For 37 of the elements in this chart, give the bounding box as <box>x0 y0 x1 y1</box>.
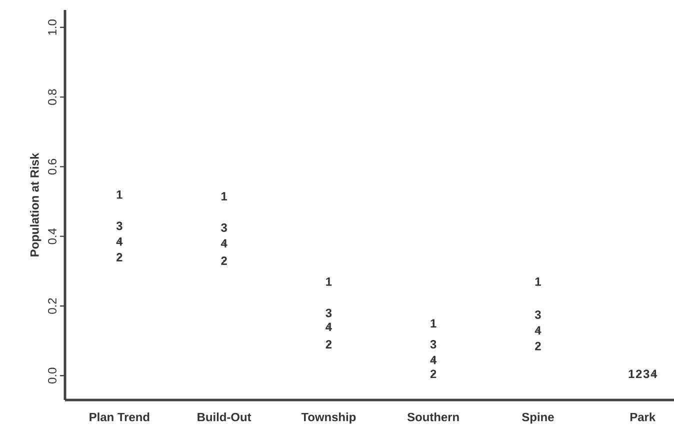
text: 2 <box>326 340 332 348</box>
x-tick-label: Build-Out <box>198 412 252 422</box>
series-label: 3 <box>326 308 332 318</box>
text: 4 <box>650 370 658 378</box>
y-tick-label: 0.2 <box>48 298 56 314</box>
text: 3 <box>430 340 436 349</box>
text: 1 <box>221 192 228 200</box>
x-tick-label: Spine <box>522 412 554 424</box>
series-label: 2 <box>221 256 227 265</box>
text: 3 <box>116 222 122 230</box>
text: 4 <box>430 356 437 364</box>
y-tick-label: 0.8 <box>48 89 56 105</box>
x-tick-label: Southern <box>407 412 459 422</box>
text: 3 <box>643 370 650 378</box>
text: 2 <box>430 370 436 378</box>
text: 4 <box>534 326 542 334</box>
y-tick-label: 0.0 <box>48 368 56 384</box>
x-tick-label: Plan Trend <box>90 412 150 422</box>
text: 4 <box>116 237 123 246</box>
text: 2 <box>636 370 642 378</box>
text: 3 <box>534 310 541 319</box>
text: 1 <box>628 370 634 378</box>
text: 1 <box>116 190 122 199</box>
text: 2 <box>116 253 122 262</box>
text: 4 <box>326 322 332 331</box>
x-tick-label: Township <box>301 412 356 424</box>
series-label: 4 <box>220 239 228 248</box>
text: 2 <box>535 342 541 350</box>
y-tick-label: 0.6 <box>48 158 56 175</box>
series-label: 1 <box>326 278 332 286</box>
text: 1 <box>535 278 541 286</box>
y-axis-title: Population at Risk <box>30 152 42 256</box>
y-tick-label: 1.0 <box>48 20 56 35</box>
text: 1 <box>430 319 436 328</box>
x-tick-label: Park <box>630 412 656 422</box>
text: 3 <box>221 223 227 232</box>
y-tick-label: 0.4 <box>48 228 56 244</box>
